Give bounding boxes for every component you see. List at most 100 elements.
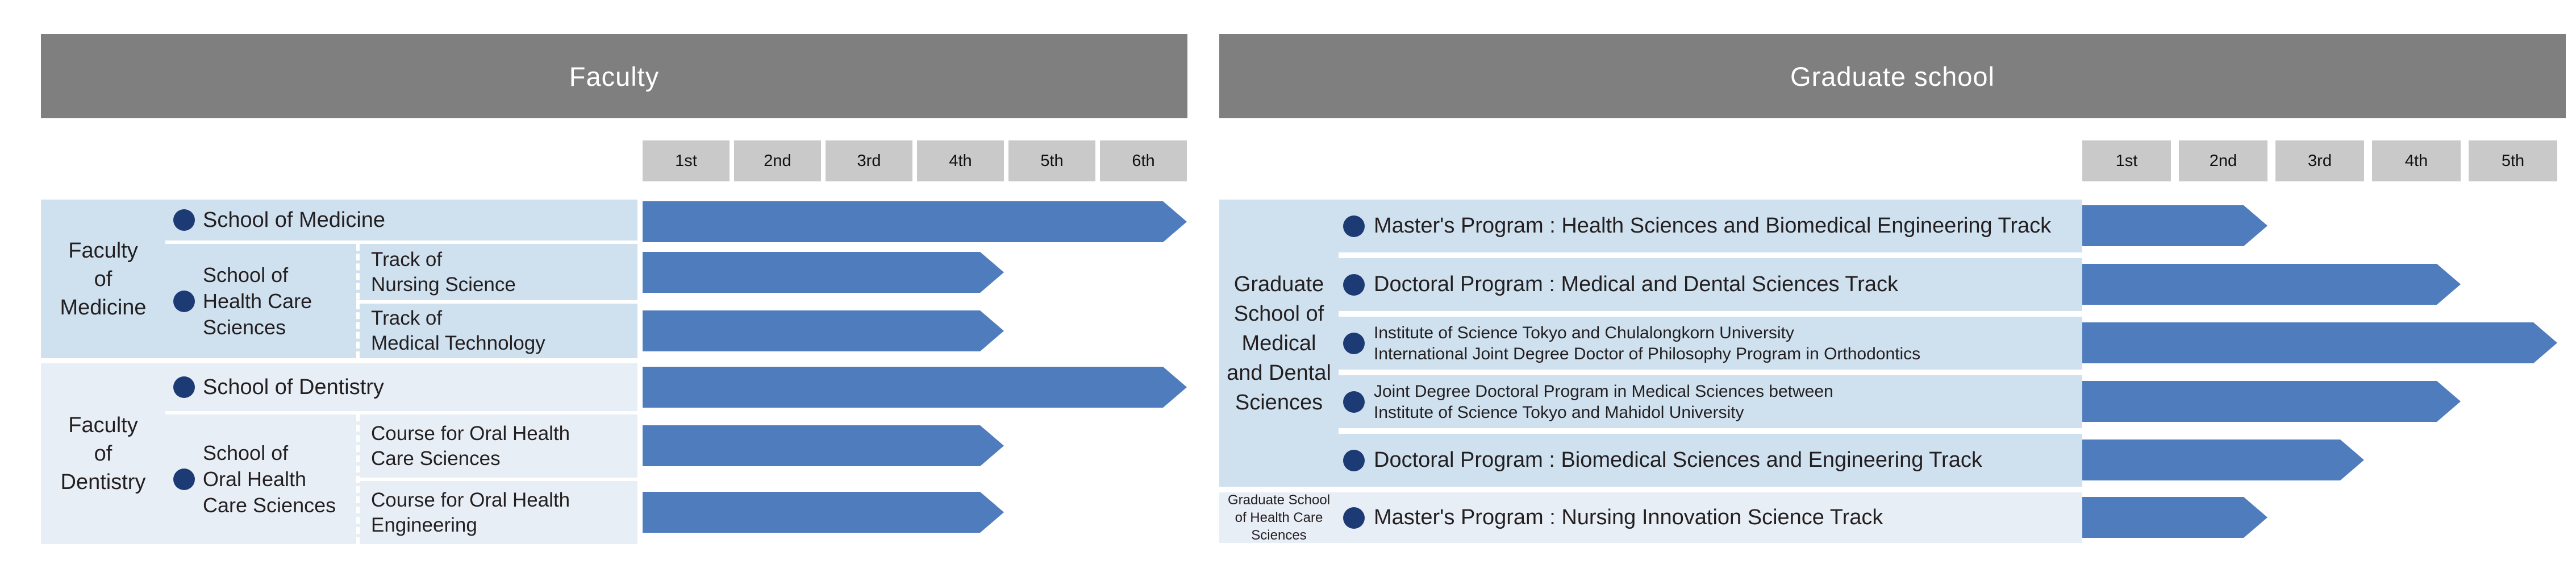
bullet-icon <box>173 376 195 398</box>
year-label: 4th <box>2404 151 2428 170</box>
year-label: 3rd <box>857 151 881 170</box>
row-divider <box>165 411 637 414</box>
duration-bar-school-of-dentistry <box>643 367 1187 408</box>
label-line: Sciences <box>203 315 286 339</box>
label-line: Medicine <box>60 295 147 320</box>
label-line: Course for Oral Health <box>371 488 570 511</box>
faculty-year-cell-3: 3rd <box>826 140 912 181</box>
bullet-icon <box>173 290 195 312</box>
duration-bar-medical-technology <box>643 310 1004 351</box>
program-label-line: International Joint Degree Doctor of Phi… <box>1374 344 1921 363</box>
duration-bar-oral-health-care-sci <box>643 425 1004 466</box>
program-label: Doctoral Program : Medical and Dental Sc… <box>1374 272 1898 296</box>
course-for-oral-health-care-sciences-cell: Course for Oral Health Care Sciences <box>360 414 637 478</box>
label-line: of <box>94 442 112 466</box>
track-of-medical-technology-cell: Track of Medical Technology <box>360 304 637 358</box>
label-line: Sciences <box>1251 528 1307 543</box>
program-chulalongkorn-joint-degree-cell: Institute of Science Tokyo and Chulalong… <box>1339 317 2082 370</box>
year-label: 3rd <box>2308 151 2332 170</box>
label-line: Engineering <box>371 513 477 536</box>
label-line: Track of <box>371 307 443 329</box>
track-of-nursing-science-cell: Track of Nursing Science <box>360 244 637 300</box>
program-label: Master's Program : Nursing Innovation Sc… <box>1374 505 1883 529</box>
school-of-oral-health-care-sciences-cell: School of Oral Health Care Sciences <box>165 414 356 544</box>
duration-bar-doctoral-biomedical <box>2082 440 2364 480</box>
label-line: Track of <box>371 248 443 271</box>
bullet-icon <box>1343 507 1365 529</box>
label-line: Nursing Science <box>371 273 516 296</box>
label-line: of <box>94 267 112 291</box>
graduate-school-header-label: Graduate school <box>1790 61 1995 92</box>
school-of-dentistry-label: School of Dentistry <box>203 375 384 399</box>
program-doctoral-medical-dental-cell: Doctoral Program : Medical and Dental Sc… <box>1339 258 2082 311</box>
grad-year-cell-1: 1st <box>2082 140 2171 181</box>
faculty-of-dentistry-label: Faculty of Dentistry <box>41 363 165 544</box>
duration-bar-masters-nursing <box>2082 497 2267 538</box>
label-line: of Health Care <box>1235 510 1323 525</box>
program-label-line: Joint Degree Doctoral Program in Medical… <box>1374 382 1833 401</box>
faculty-year-cell-6: 6th <box>1100 140 1187 181</box>
duration-bar-doctoral-medical-dental <box>2082 264 2461 305</box>
label-line: Oral Health <box>203 467 307 491</box>
grad-year-cell-4: 4th <box>2372 140 2461 181</box>
label-line: Faculty <box>68 238 138 263</box>
school-of-medicine-cell: School of Medicine <box>165 200 637 241</box>
program-mahidol-joint-degree-cell: Joint Degree Doctoral Program in Medical… <box>1339 375 2082 428</box>
program-label-line: Institute of Science Tokyo and Chulalong… <box>1374 323 1794 342</box>
program-label: Master's Program : Health Sciences and B… <box>1374 214 2052 238</box>
graduate-school-header: Graduate school <box>1219 34 2566 118</box>
year-label: 6th <box>1132 151 1155 170</box>
program-label-line: Institute of Science Tokyo and Mahidol U… <box>1374 403 1744 422</box>
label-line: Faculty <box>68 413 138 437</box>
grad-school-health-care-block: Graduate School of Health Care Sciences … <box>1219 492 2082 543</box>
program-masters-nursing-innovation-cell: Master's Program : Nursing Innovation Sc… <box>1339 492 2082 543</box>
grad-year-cell-3: 3rd <box>2275 140 2364 181</box>
year-label: 4th <box>949 151 972 170</box>
duration-bar-nursing-science <box>643 252 1004 293</box>
label-line: Course for Oral Health <box>371 422 570 445</box>
bullet-icon <box>1343 215 1365 237</box>
label-line: Care Sciences <box>371 447 501 470</box>
year-label: 2nd <box>2209 151 2237 170</box>
label-line: School of <box>203 441 289 465</box>
faculty-of-medicine-block: Faculty of Medicine School of Medicine S… <box>41 200 637 358</box>
label-line: Sciences <box>1235 390 1323 414</box>
label-line: and Dental <box>1227 360 1331 385</box>
school-of-medicine-label: School of Medicine <box>203 208 386 232</box>
label-line: Care Sciences <box>203 494 336 517</box>
bullet-icon <box>1343 391 1365 413</box>
program-masters-health-sciences-cell: Master's Program : Health Sciences and B… <box>1339 200 2082 252</box>
row-divider <box>1339 428 2082 434</box>
grad-school-health-care-label: Graduate School of Health Care Sciences <box>1219 492 1339 543</box>
bullet-icon <box>173 469 195 490</box>
label-line: Medical Technology <box>371 332 545 354</box>
school-of-dentistry-cell: School of Dentistry <box>165 363 637 411</box>
duration-bar-school-of-medicine <box>643 201 1187 242</box>
bullet-icon <box>1343 273 1365 296</box>
bullet-icon <box>173 209 195 231</box>
row-divider <box>356 300 637 304</box>
label-line: Dentistry <box>60 470 146 494</box>
year-label: 1st <box>675 151 697 170</box>
year-label: 1st <box>2115 151 2138 170</box>
year-label: 2nd <box>764 151 791 170</box>
grad-year-cell-5: 5th <box>2469 140 2557 181</box>
duration-bar-masters-health-sciences <box>2082 205 2267 246</box>
program-doctoral-biomedical-cell: Doctoral Program : Biomedical Sciences a… <box>1339 434 2082 487</box>
row-divider <box>1339 252 2082 258</box>
label-line: Medical <box>1241 331 1316 355</box>
row-divider <box>356 478 637 481</box>
label-line: Graduate School <box>1227 492 1331 508</box>
school-of-oral-health-care-sciences-label: School of Oral Health Care Sciences <box>203 440 336 519</box>
faculty-year-cell-5: 5th <box>1008 140 1095 181</box>
grad-year-cell-2: 2nd <box>2179 140 2267 181</box>
faculty-of-medicine-label: Faculty of Medicine <box>41 200 165 358</box>
row-divider <box>165 241 637 244</box>
label-line: Graduate <box>1233 272 1324 296</box>
grad-school-medical-dental-block: Graduate School of Medical and Dental Sc… <box>1219 200 2082 487</box>
bullet-icon <box>1343 449 1365 471</box>
program-label: Doctoral Program : Biomedical Sciences a… <box>1374 448 1982 472</box>
year-label: 5th <box>2501 151 2525 170</box>
school-of-health-care-sciences-label: School of Health Care Sciences <box>203 262 312 341</box>
bullet-icon <box>1343 332 1365 354</box>
